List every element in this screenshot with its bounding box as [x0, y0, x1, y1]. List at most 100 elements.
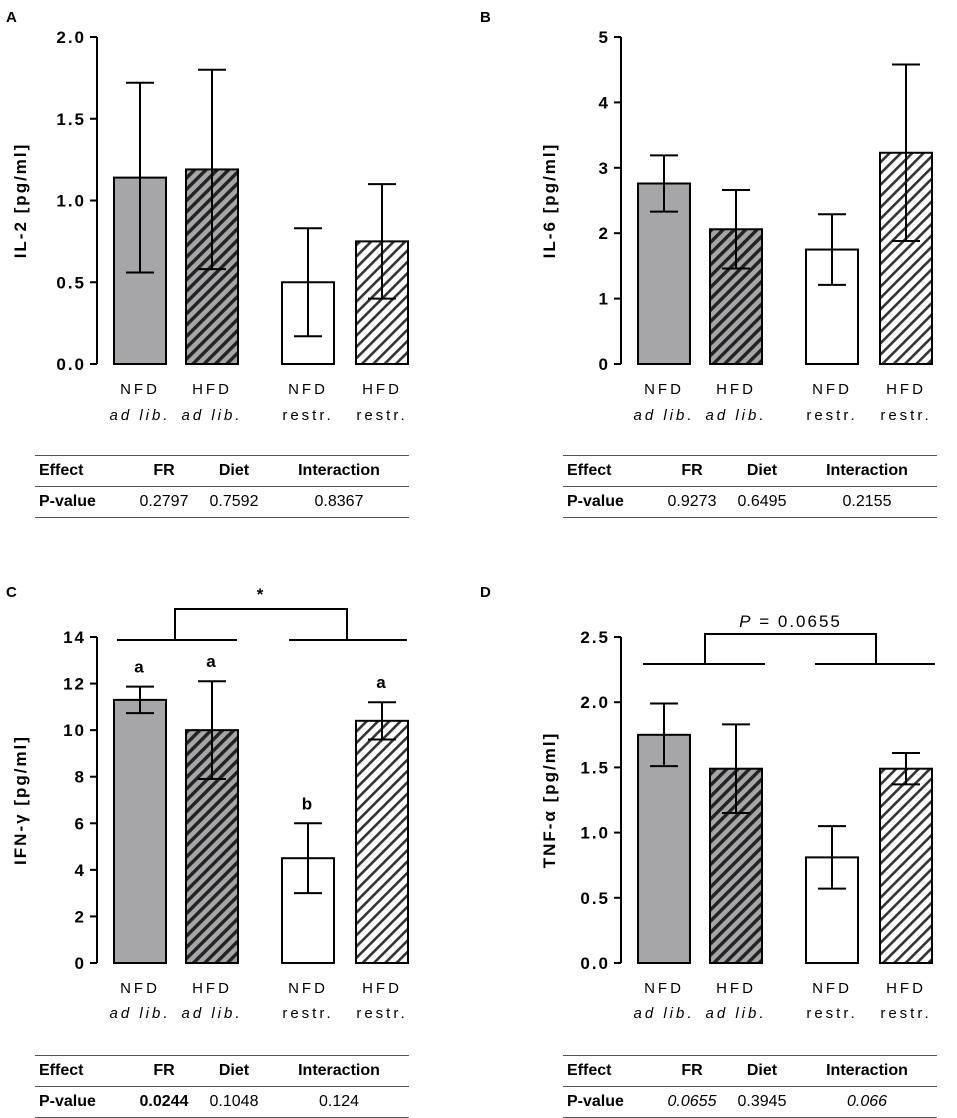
bracket-label-italic: P [739, 612, 752, 631]
bar [355, 719, 409, 964]
x-category-sublabel: restr. [806, 407, 857, 424]
x-category-label: HFD [886, 381, 926, 398]
y-tick-label: 2 [599, 224, 610, 243]
table-header-cell: Effect [563, 455, 657, 487]
x-category-label: HFD [716, 381, 756, 398]
table-header-cell: Effect [35, 455, 129, 487]
table-value-cell: 0.2155 [797, 486, 937, 518]
table-header-cell: FR [129, 455, 199, 487]
panel-letter: B [480, 9, 491, 26]
table-value-cell: 0.066 [797, 1086, 937, 1118]
significance-letter: a [134, 658, 145, 677]
stats-table-c: Effect FR Diet Interaction P-value 0.0244 0.10… [35, 1055, 409, 1118]
x-category-label: NFD [812, 980, 852, 997]
y-tick-label: 2.0 [580, 693, 610, 712]
table-header-cell: Interaction [797, 455, 937, 487]
x-category-sublabel: restr. [806, 1005, 857, 1022]
table-row-label: P-value [563, 1086, 657, 1118]
x-category-label: NFD [288, 381, 328, 398]
y-tick-label: 8 [75, 768, 86, 787]
x-category-label: NFD [120, 381, 160, 398]
x-category-sublabel: restr. [880, 1005, 931, 1022]
panel-letter: D [480, 584, 491, 601]
y-axis-title: IL-2 [pg/ml] [11, 143, 30, 259]
panel-letter: C [6, 584, 17, 601]
x-category-label: HFD [716, 980, 756, 997]
table-header-cell: Effect [35, 1055, 129, 1087]
y-tick-label: 2.5 [580, 628, 610, 647]
stats-table-a: Effect FR Diet Interaction P-value 0.2797 0.75… [35, 455, 409, 518]
bar [637, 182, 691, 365]
y-tick-label: 2.0 [56, 28, 86, 47]
y-axis-title: IFN-γ [pg/ml] [11, 735, 30, 865]
significance-letter: a [376, 673, 387, 692]
table-header-cell: FR [129, 1055, 199, 1087]
chart-panel-a: A 0.0 0.5 1.0 1.5 2.0 IL-2 [pg/ml] NFD ad lib. HF… [6, 9, 409, 424]
table-header-cell: Diet [727, 455, 797, 487]
table-row-label: P-value [563, 486, 657, 518]
y-tick-label: 3 [599, 159, 610, 178]
x-category-sublabel: restr. [282, 1005, 333, 1022]
x-category-label: NFD [812, 381, 852, 398]
y-axis-title: TNF-α [pg/ml] [540, 732, 559, 869]
y-tick-label: 6 [75, 814, 86, 833]
x-category-sublabel: ad lib. [633, 1005, 694, 1022]
table-value-cell: 0.3945 [727, 1086, 797, 1118]
y-tick-label: 1.5 [56, 110, 86, 129]
y-tick-label: 1 [599, 290, 610, 309]
panel-letter: A [6, 9, 17, 26]
x-category-label: NFD [644, 980, 684, 997]
bracket-label-text: = 0.0655 [752, 612, 841, 631]
x-category-sublabel: ad lib. [109, 1005, 170, 1022]
table-value-cell: 0.1048 [199, 1086, 269, 1118]
y-tick-label: 1.5 [580, 758, 610, 777]
table-value-cell: 0.7592 [199, 486, 269, 518]
table-row-label: P-value [35, 1086, 129, 1118]
y-tick-label: 0 [599, 355, 610, 374]
bar [113, 698, 167, 964]
x-category-sublabel: ad lib. [181, 1005, 242, 1022]
chart-panel-b: B 0 1 2 3 4 5 IL-6 [pg/ml] NFD ad lib. HFD ad lib. N… [480, 9, 933, 424]
y-tick-label: 0 [75, 954, 86, 973]
table-value-cell: 0.2797 [129, 486, 199, 518]
x-category-sublabel: restr. [880, 407, 931, 424]
table-header-cell: Interaction [797, 1055, 937, 1087]
y-tick-label: 0.5 [580, 889, 610, 908]
table-header-cell: FR [657, 1055, 727, 1087]
bar [637, 733, 691, 964]
significance-letter: a [206, 652, 217, 671]
x-category-sublabel: ad lib. [705, 1005, 766, 1022]
x-category-label: HFD [362, 381, 402, 398]
y-tick-label: 4 [75, 861, 86, 880]
y-tick-label: 5 [599, 28, 610, 47]
y-tick-label: 1.0 [56, 192, 86, 211]
x-category-label: HFD [192, 980, 232, 997]
table-header-cell: Effect [563, 1055, 657, 1087]
y-tick-label: 4 [599, 93, 610, 112]
table-header-cell: FR [657, 455, 727, 487]
x-category-sublabel: ad lib. [109, 407, 170, 424]
chart-panel-d: D 0.0 0.5 1.0 1.5 2.0 2.5 TNF-α [pg/ml] NFD ad li… [480, 584, 935, 1022]
x-category-sublabel: restr. [356, 407, 407, 424]
table-value-cell: 0.8367 [269, 486, 409, 518]
bracket-connector [704, 633, 877, 664]
y-tick-label: 14 [63, 628, 86, 647]
x-category-label: NFD [644, 381, 684, 398]
y-tick-label: 12 [63, 675, 86, 694]
table-header-cell: Interaction [269, 1055, 409, 1087]
bar [879, 767, 933, 964]
bracket-label: P = 0.0655 [739, 612, 842, 631]
x-category-sublabel: ad lib. [633, 407, 694, 424]
table-header-cell: Diet [199, 1055, 269, 1087]
table-header-cell: Interaction [269, 455, 409, 487]
table-value-cell: 0.0244 [129, 1086, 199, 1118]
stats-table-b: Effect FR Diet Interaction P-value 0.9273 0.64… [563, 455, 937, 518]
x-category-label: HFD [362, 980, 402, 997]
x-category-label: HFD [192, 381, 232, 398]
x-category-sublabel: ad lib. [181, 407, 242, 424]
table-header-cell: Diet [199, 455, 269, 487]
x-category-sublabel: restr. [282, 407, 333, 424]
x-category-label: HFD [886, 980, 926, 997]
x-category-sublabel: restr. [356, 1005, 407, 1022]
